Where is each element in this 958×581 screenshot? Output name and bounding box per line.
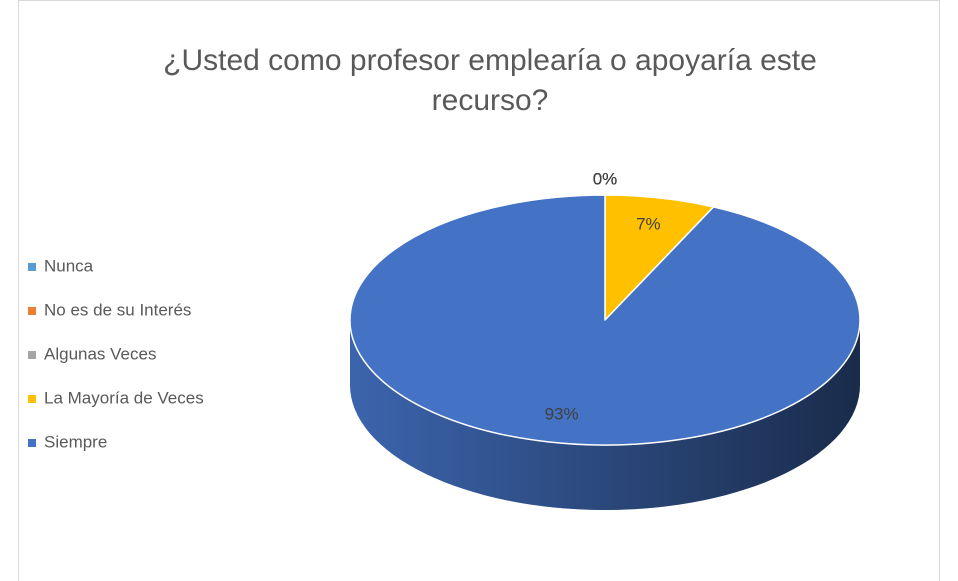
- legend-label: Algunas Veces: [44, 344, 156, 363]
- data-label: 93%: [545, 405, 579, 424]
- legend-marker: [28, 263, 36, 271]
- legend-marker: [28, 395, 36, 403]
- data-label: 7%: [636, 214, 661, 233]
- legend-label: Siempre: [44, 432, 107, 451]
- legend-marker: [28, 351, 36, 359]
- pie-slice: [349, 194, 861, 446]
- data-label: 0%: [593, 169, 618, 188]
- pie-slice: [604, 194, 715, 321]
- legend-marker: [28, 439, 36, 447]
- data-label: 0%: [593, 169, 618, 188]
- chart-title: recurso?: [432, 84, 549, 117]
- legend-label: No es de su Interés: [44, 300, 191, 319]
- legend-label: La Mayoría de Veces: [44, 388, 204, 407]
- legend-label: Nunca: [44, 256, 94, 275]
- legend-marker: [28, 307, 36, 315]
- pie-side-shade: [350, 320, 860, 510]
- data-label: 0%: [593, 169, 618, 188]
- chart-title: ¿Usted como profesor emplearía o apoyarí…: [163, 44, 817, 77]
